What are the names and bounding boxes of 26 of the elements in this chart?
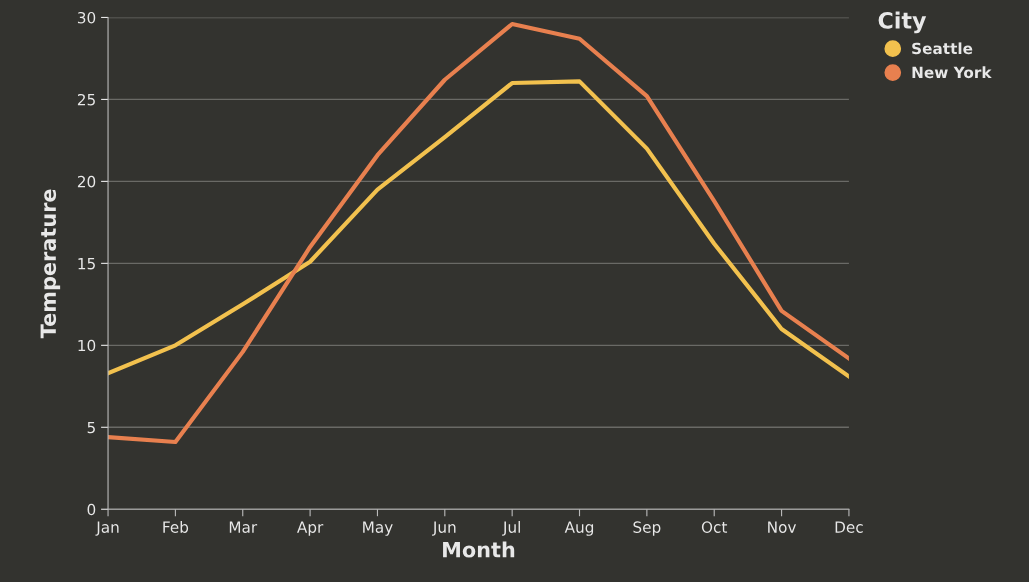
x-tick-label: Jul — [502, 521, 520, 536]
line-series — [108, 21, 849, 445]
legend-label: Seattle — [912, 42, 973, 55]
y-tick-label: 20 — [77, 175, 96, 188]
x-tick-label: Sep — [633, 521, 661, 536]
y-tick-label: 25 — [77, 93, 95, 106]
legend-title: City — [878, 11, 927, 34]
y-tick-label: 30 — [77, 11, 96, 24]
x-tick-label: Aug — [564, 521, 594, 536]
x-tick-label: Feb — [163, 521, 189, 533]
y-tick-label: 10 — [78, 339, 96, 352]
x-tick-label: Nov — [768, 521, 797, 533]
x-tick-label: Oct — [701, 521, 728, 533]
legend-label: New York — [912, 66, 992, 79]
y-tick-label: 5 — [87, 421, 95, 434]
x-tick-label: May — [363, 521, 393, 536]
y-tick-label: 0 — [87, 503, 96, 516]
x-tick-label: Dec — [835, 521, 863, 533]
x-tick-label: Jan — [95, 521, 119, 536]
line-series — [108, 79, 849, 379]
x-tick-label: Apr — [297, 521, 324, 536]
x-tick-label: Jun — [432, 521, 456, 536]
x-tick-label: Mar — [229, 521, 258, 533]
y-tick-label: 15 — [78, 258, 95, 270]
y-axis-title: Temperature — [40, 189, 61, 339]
x-axis-title: Month — [443, 541, 515, 558]
